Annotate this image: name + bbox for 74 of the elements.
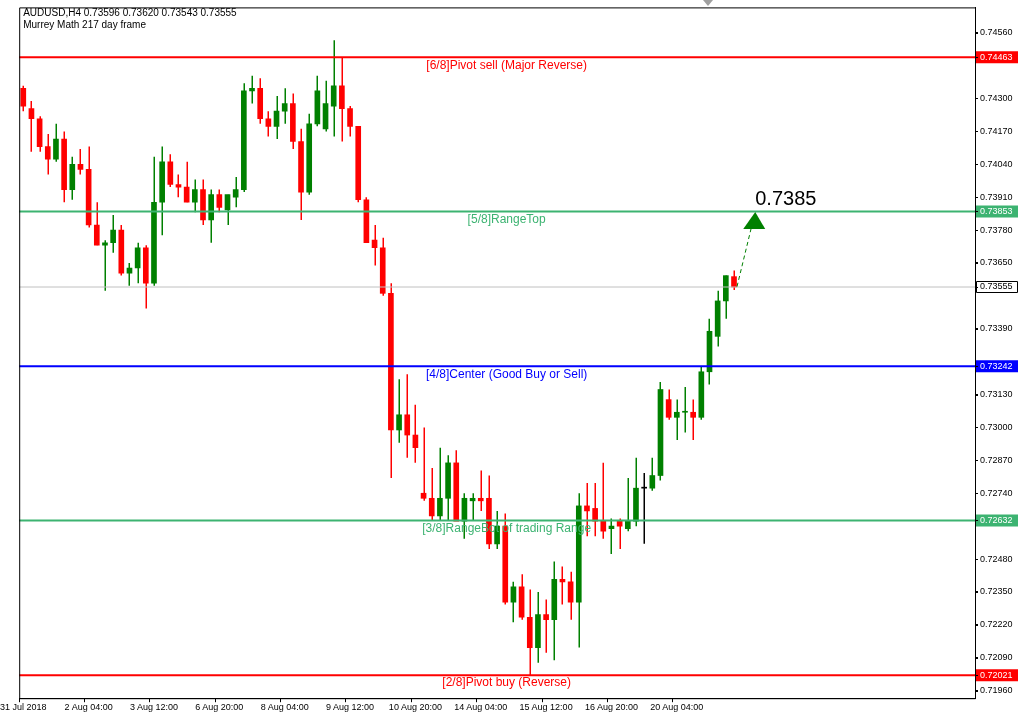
candlestick xyxy=(690,398,696,441)
candlestick xyxy=(404,373,411,459)
candlestick xyxy=(347,105,353,138)
candlestick xyxy=(477,469,484,512)
candlestick xyxy=(77,148,84,176)
candlestick xyxy=(592,482,598,537)
candlestick xyxy=(102,239,108,292)
y-tick-label: 0.72632 xyxy=(980,515,1013,526)
candlestick xyxy=(265,110,272,138)
candlestick xyxy=(731,269,737,291)
text: Murrey Math 217 day frame xyxy=(23,19,147,31)
candlestick xyxy=(665,388,672,421)
y-tick-label: 0.72350 xyxy=(980,586,1013,597)
y-tick-label: 0.73130 xyxy=(980,389,1013,400)
y-tick-label: 0.74170 xyxy=(980,125,1013,136)
x-tick-label: 6 Aug 20:00 xyxy=(195,702,244,713)
x-tick-label: 16 Aug 20:00 xyxy=(584,702,638,713)
y-tick-label: 0.72021 xyxy=(980,669,1013,680)
chart-title: AUDUSD,H4 0.73596 0.73620 0.73543 0.73555 xyxy=(23,7,237,19)
y-tick-label: 0.73650 xyxy=(980,257,1013,268)
candlestick xyxy=(44,133,51,176)
candlestick xyxy=(428,467,435,522)
candlestick xyxy=(249,74,255,105)
y-tick-label: 0.73853 xyxy=(980,206,1013,217)
y-tick-label: 0.73555 xyxy=(980,281,1013,292)
y-tick-label: 0.73000 xyxy=(980,421,1013,432)
y-tick-label: 0.73780 xyxy=(980,224,1013,235)
y-tick-label: 0.74560 xyxy=(980,27,1013,38)
candlestick xyxy=(281,87,288,125)
x-tick-label: 9 Aug 12:00 xyxy=(326,702,375,713)
candlestick xyxy=(682,386,688,434)
ref-line-label: [5/8]RangeTop xyxy=(467,211,547,226)
candlestick xyxy=(20,85,27,112)
candlestick xyxy=(396,378,402,444)
x-tick-label: 8 Aug 04:00 xyxy=(260,702,309,713)
candlestick xyxy=(110,214,116,254)
candlestick xyxy=(28,100,35,153)
y-tick-label: 0.74300 xyxy=(980,92,1013,103)
ref-line-label: [2/8]Pivot buy (Reverse) xyxy=(442,675,572,690)
x-tick-label: 31 Jul 2018 xyxy=(0,702,47,713)
y-tick-label: 0.74463 xyxy=(980,51,1013,62)
y-tick-label: 0.72740 xyxy=(980,487,1013,498)
x-tick-label: 20 Aug 04:00 xyxy=(650,702,704,713)
ref-line-label: [6/8]Pivot sell (Major Reverse) xyxy=(426,57,588,72)
y-tick-label: 0.72480 xyxy=(980,553,1013,564)
candlestick xyxy=(543,598,549,654)
y-tick-label: 0.72090 xyxy=(980,652,1013,663)
candlestick xyxy=(673,398,680,441)
candlestick xyxy=(167,153,174,188)
x-tick-label: 2 Aug 04:00 xyxy=(64,702,113,713)
candlestick xyxy=(53,123,59,163)
x-tick-label: 10 Aug 20:00 xyxy=(388,702,442,713)
y-tick-label: 0.72870 xyxy=(980,454,1013,465)
candlestick xyxy=(330,39,337,138)
y-tick-label: 0.71960 xyxy=(980,685,1013,696)
x-tick-label: 15 Aug 12:00 xyxy=(519,702,573,713)
candlestick xyxy=(420,426,427,502)
y-tick-label: 0.73910 xyxy=(980,191,1013,202)
candlestick xyxy=(216,188,223,214)
x-tick-label: 14 Aug 04:00 xyxy=(454,702,508,713)
ref-line-label: [4/8]Center (Good Buy or Sell) xyxy=(425,366,588,381)
y-tick-label: 0.74040 xyxy=(980,158,1013,169)
y-tick-label: 0.73390 xyxy=(980,323,1013,334)
candlestick xyxy=(232,176,239,209)
y-tick-label: 0.72220 xyxy=(980,619,1013,630)
candlestick xyxy=(437,446,443,522)
candlestick xyxy=(649,457,656,492)
candlestick xyxy=(192,178,198,214)
candlestick xyxy=(641,472,647,545)
x-tick-label: 3 Aug 12:00 xyxy=(129,702,179,713)
candlestick xyxy=(93,201,100,247)
candlestick xyxy=(600,462,607,540)
annotation: 0.7385 xyxy=(755,186,817,209)
y-tick-label: 0.73242 xyxy=(980,360,1013,371)
